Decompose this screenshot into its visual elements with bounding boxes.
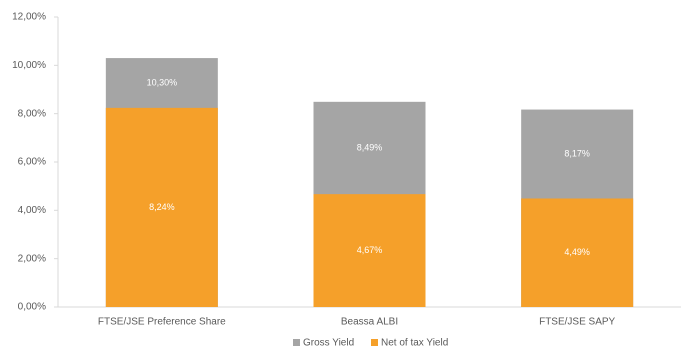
y-tick-label: 12,00% (12, 12, 46, 23)
legend-label: Net of tax Yield (381, 338, 448, 349)
x-tick-label: FTSE/JSE SAPY (539, 317, 615, 328)
bar (521, 198, 634, 307)
legend-swatch (293, 339, 300, 346)
value-label: 8,17% (564, 148, 590, 158)
y-tick-label: 4,00% (18, 205, 46, 216)
value-label: 4,67% (357, 245, 383, 255)
bar (105, 107, 218, 307)
y-tick-label: 2,00% (18, 253, 46, 264)
y-tick-label: 6,00% (18, 157, 46, 168)
value-label: 8,24% (149, 202, 175, 212)
y-tick-label: 0,00% (18, 302, 46, 313)
value-label: 4,49% (564, 247, 590, 257)
legend-swatch (371, 339, 378, 346)
legend-label: Gross Yield (303, 338, 354, 349)
value-label: 8,49% (357, 142, 383, 152)
bar (313, 194, 426, 307)
value-label: 10,30% (147, 77, 178, 87)
x-tick-label: Beassa ALBI (341, 317, 398, 328)
x-tick-label: FTSE/JSE Preference Share (98, 317, 226, 328)
y-tick-label: 10,00% (12, 60, 46, 71)
y-tick-label: 8,00% (18, 108, 46, 119)
